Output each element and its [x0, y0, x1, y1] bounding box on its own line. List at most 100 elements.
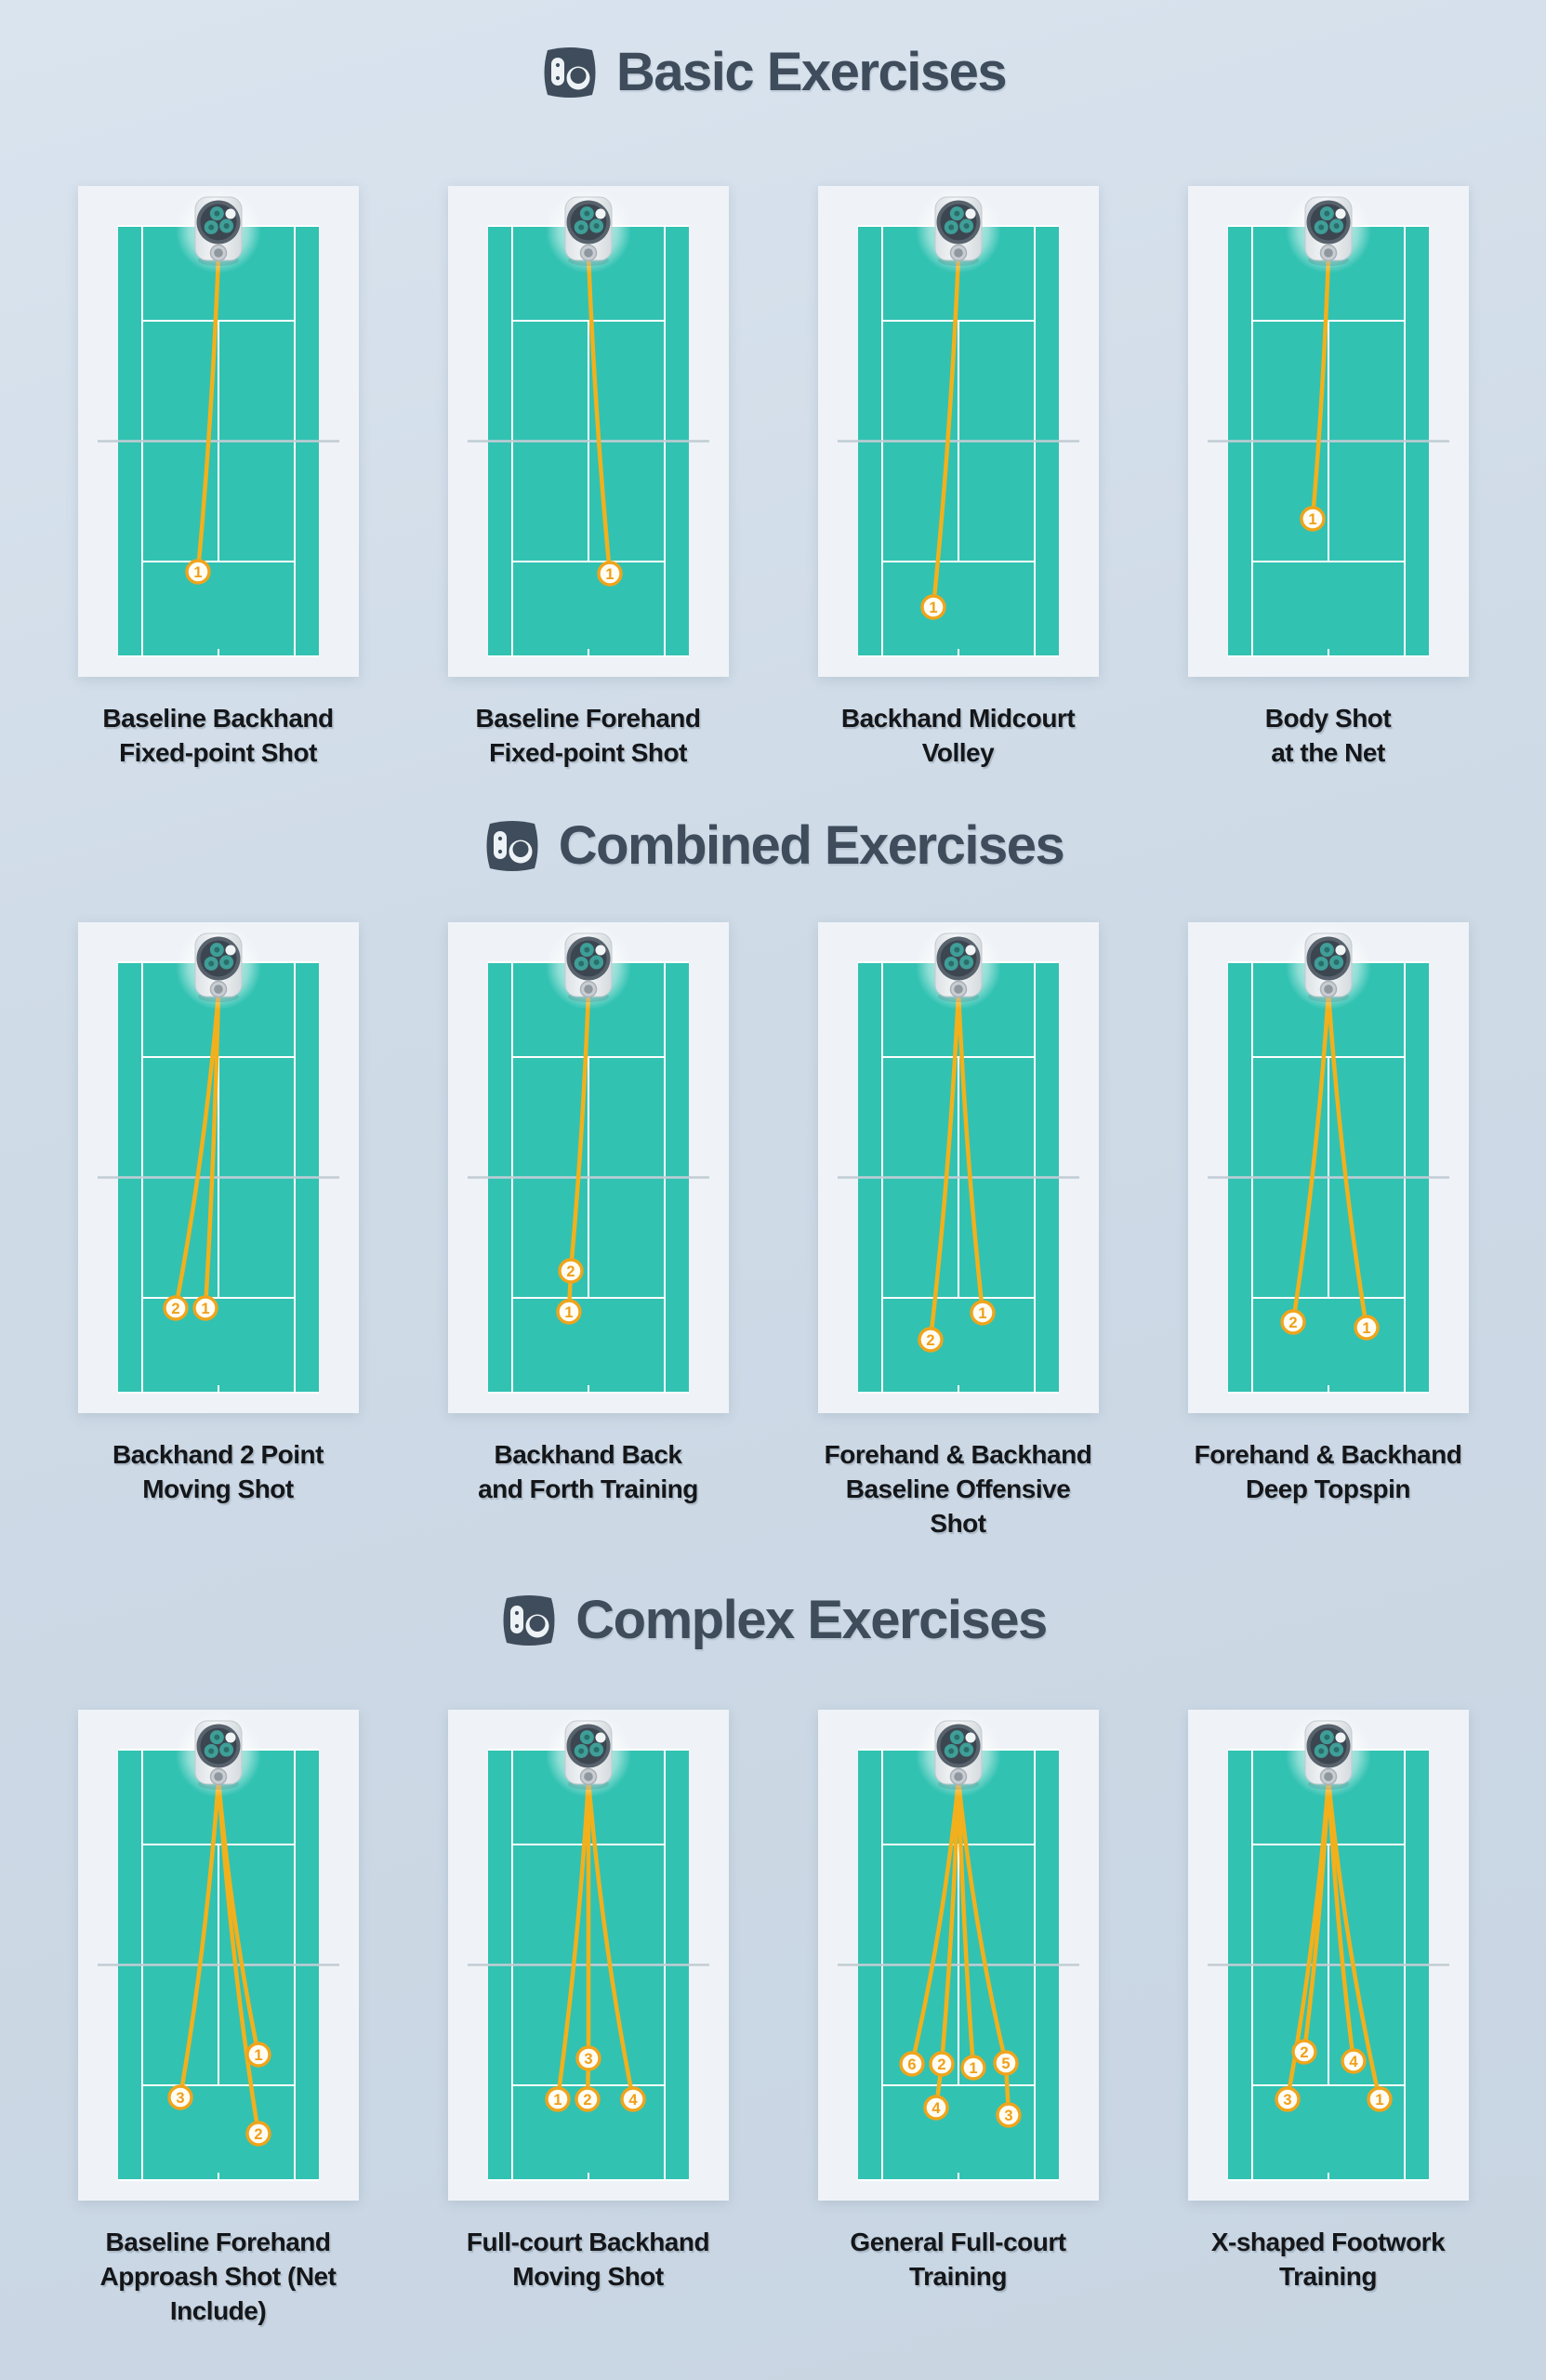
court-column: 1 Backhand Midcourt Volley	[817, 186, 1099, 770]
court-label-line1: Baseline Backhand	[102, 704, 334, 733]
trajectory-line	[939, 1778, 960, 2067]
court-label-line1: Baseline Forehand	[475, 704, 701, 733]
shot-marker-3	[575, 2045, 601, 2071]
shot-marker-number: 1	[1308, 511, 1316, 528]
complex-courts-row: 1 3 2 Baseline Forehand Approash Shot (Net I…	[0, 1710, 1546, 2328]
shot-marker-number: 3	[176, 2090, 184, 2107]
shot-marker-1	[919, 594, 946, 620]
shot-marker-number: 2	[926, 1332, 934, 1349]
shot-marker-1	[244, 2042, 271, 2068]
court-label-line1: Backhand Back	[494, 1440, 682, 1469]
machine-notch	[225, 208, 235, 219]
shot-marker-4	[922, 2095, 949, 2121]
ball-machine	[915, 188, 1001, 273]
trajectory-line	[586, 1778, 635, 2102]
shot-marker-2	[574, 2086, 601, 2112]
shot-marker-number: 2	[1288, 1315, 1297, 1331]
shot-marker-number: 1	[254, 2047, 262, 2064]
shot-markers: 12	[917, 1300, 996, 1353]
shot-marker-number: 3	[1004, 2108, 1012, 2124]
court-diagram: 12	[837, 924, 1079, 1394]
shot-marker-1	[544, 2086, 571, 2112]
court-diagram: 6 2 1 5 4 3	[837, 1712, 1079, 2181]
shot-marker-number: 3	[1283, 2092, 1291, 2109]
shot-marker-1	[555, 1299, 582, 1325]
court-label-line2: Training	[1279, 2262, 1377, 2291]
shot-markers: 6 2 1 5 4 3	[898, 2050, 1022, 2128]
machine-notch	[595, 945, 605, 956]
court-label-line2: Deep Topspin	[1245, 1474, 1411, 1503]
shot-marker-5	[992, 2050, 1019, 2076]
shot-marker-number: 2	[171, 1301, 179, 1317]
court-label: Backhand Midcourt Volley	[818, 701, 1099, 770]
trajectory-line	[195, 254, 220, 575]
shot-marker-number: 1	[605, 566, 614, 583]
ball-machine	[545, 924, 631, 1010]
trajectory-line	[956, 1778, 975, 2070]
court-label-line2: Fixed-point Shot	[489, 738, 687, 767]
ball-machine	[175, 1712, 261, 1797]
court-column: 1 Baseline Forehand Fixed-point Shot	[447, 186, 729, 770]
machine-notch	[965, 1732, 975, 1743]
shot-marker-1	[1353, 1315, 1380, 1341]
trajectory-line	[1310, 254, 1330, 522]
trajectory-line	[216, 1778, 260, 2136]
court-card: 1	[1187, 186, 1469, 677]
shot-trajectories	[928, 990, 984, 1342]
court-label-line2: Moving Shot	[512, 2262, 664, 2291]
court-column: 1 Body Shot at the Net	[1187, 186, 1469, 770]
court-diagram: 21	[467, 924, 709, 1394]
court-card: 6 2 1 5 4 3	[817, 1710, 1099, 2201]
shot-trajectories	[1290, 990, 1368, 1330]
shot-marker-number: 2	[583, 2092, 591, 2109]
court-label-line1: Backhand 2 Point	[112, 1440, 324, 1469]
trajectory-line	[568, 990, 590, 1274]
shot-marker-number: 1	[969, 2060, 977, 2077]
shot-marker-number: 1	[929, 600, 937, 616]
shot-marker-1	[1366, 2086, 1393, 2112]
court-label: Backhand 2 Point Moving Shot	[78, 1437, 359, 1506]
court-label: General Full-court Training	[818, 2225, 1099, 2294]
shot-marker-1	[184, 559, 211, 585]
court-label: X-shaped Footwork Training	[1188, 2225, 1469, 2294]
trajectory-line	[928, 990, 960, 1342]
shot-markers: 1	[1299, 506, 1326, 532]
shot-marker-1	[969, 1300, 996, 1326]
court-diagram: 1	[467, 188, 709, 657]
court-label: Baseline Backhand Fixed-point Shot	[78, 701, 359, 770]
court-label-line2: Baseline Offensive Shot	[845, 1474, 1071, 1538]
court-label-line1: Backhand Midcourt	[840, 704, 1076, 733]
court-card: 1	[817, 186, 1099, 677]
shot-markers: 21	[555, 1258, 584, 1325]
section-combined-title: Combined Exercises	[0, 813, 1546, 879]
combined-courts-row: 2 1 Backhand 2 Point Moving Shot 2 1 Backhand …	[0, 922, 1546, 1540]
basic-courts-row: 1 Baseline Backhand Fixed-point Shot 1 Basel…	[0, 186, 1546, 770]
shot-marker-2	[917, 1327, 944, 1353]
court-label-line2: Moving Shot	[142, 1474, 294, 1503]
machine-notch	[595, 208, 605, 219]
ball-machine	[1285, 188, 1371, 273]
trajectory-line	[173, 990, 220, 1311]
court-diagram: 3 1 2 4	[467, 1712, 709, 2181]
ball-machine	[545, 188, 631, 273]
court-card: 1 3 2	[77, 1710, 359, 2201]
shot-marker-number: 1	[1362, 1320, 1370, 1337]
trajectory-line	[1326, 990, 1368, 1330]
section-combined: Combined Exercises 2 1 Backhand 2 Point Mov…	[0, 813, 1546, 1540]
shot-marker-1	[959, 2055, 986, 2081]
court-label-line1: Baseline Forehand	[105, 2228, 331, 2256]
ball-machine	[1285, 1712, 1371, 1797]
trajectory-line	[555, 1778, 590, 2102]
shot-marker-3	[995, 2102, 1022, 2128]
court-label-line1: X-shaped Footwork	[1210, 2228, 1446, 2256]
shot-marker-2	[557, 1258, 584, 1284]
shot-marker-number: 2	[254, 2126, 262, 2143]
court-label: Backhand Back and Forth Training	[448, 1437, 729, 1506]
machine-notch	[1335, 945, 1345, 956]
court-card: 1	[447, 186, 729, 677]
shot-marker-2	[244, 2121, 271, 2147]
machine-notch	[225, 1732, 235, 1743]
shot-marker-number: 6	[907, 2056, 916, 2073]
